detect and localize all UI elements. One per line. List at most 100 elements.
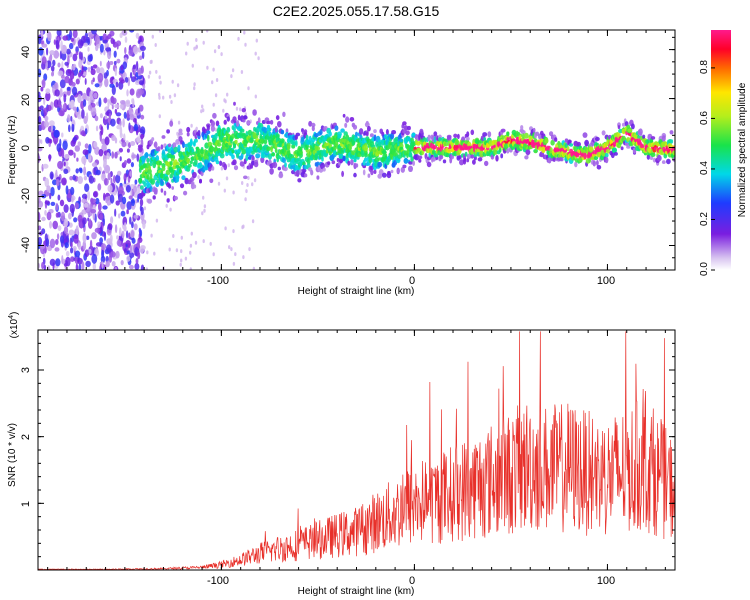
heatmap-cell	[177, 144, 181, 152]
heatmap-cell	[63, 154, 70, 159]
heatmap-cell	[239, 128, 245, 133]
heatmap-cell	[133, 45, 139, 55]
heatmap-cell	[62, 35, 69, 41]
heatmap-cell	[506, 131, 510, 137]
heatmap-cell	[168, 183, 172, 189]
heatmap-cell	[251, 150, 255, 155]
heatmap-cell	[71, 123, 75, 133]
heatmap-cell	[128, 122, 131, 131]
heatmap-cell	[251, 182, 254, 187]
heatmap-cell	[74, 202, 79, 210]
heatmap-cell	[408, 161, 413, 165]
heatmap-cell	[123, 173, 127, 182]
heatmap-cell	[81, 65, 84, 75]
heatmap-cell	[121, 141, 127, 148]
heatmap-cell	[178, 128, 183, 134]
heatmap-cell	[137, 251, 141, 260]
heatmap-cell	[365, 120, 369, 125]
heatmap-cell	[294, 140, 298, 147]
heatmap-cell	[72, 246, 77, 251]
heatmap-cell	[446, 148, 452, 154]
heatmap-cell	[86, 235, 90, 240]
heatmap-cell	[226, 116, 230, 122]
heatmap-cell	[122, 118, 125, 128]
heatmap-cell	[105, 111, 110, 116]
heatmap-cell	[83, 99, 87, 107]
snr-x-axis-label: Height of straight line (km)	[298, 586, 415, 597]
heatmap-cell	[179, 168, 182, 174]
heatmap-cell	[158, 95, 161, 100]
heatmap-cell	[100, 125, 104, 136]
heatmap-cell	[114, 67, 118, 77]
heatmap-cell	[99, 213, 103, 221]
heatmap-cell	[120, 100, 126, 105]
heatmap-cell	[140, 156, 146, 161]
heatmap-cell	[75, 263, 79, 270]
heatmap-cell	[302, 161, 306, 167]
heatmap-cell	[38, 236, 43, 246]
heatmap-cell	[138, 146, 143, 153]
heatmap-cell	[133, 214, 139, 219]
heatmap-cell	[139, 198, 144, 207]
heatmap-cell	[400, 166, 405, 173]
heatmap-cell	[223, 119, 227, 125]
snr-y-tick-label: 2	[20, 434, 32, 440]
heatmap-cell	[642, 134, 646, 139]
heatmap-cell	[183, 190, 188, 196]
heatmap-cell	[50, 65, 55, 72]
heatmap-cell	[418, 158, 422, 163]
heatmap-cell	[582, 132, 588, 138]
heatmap-cell	[454, 144, 460, 149]
heatmap-cell	[275, 115, 280, 121]
heatmap-cell	[362, 169, 366, 176]
heatmap-cell	[234, 252, 237, 257]
heatmap-cell	[534, 138, 538, 143]
heatmap-cell	[232, 159, 237, 166]
heatmap-cell	[248, 247, 251, 252]
heatmap-cell	[407, 125, 411, 131]
heatmap-cell	[88, 143, 92, 154]
heatmap-cell	[113, 60, 117, 66]
heatmap-cell	[181, 175, 186, 181]
heatmap-cell	[189, 243, 193, 248]
heatmap-cell	[194, 240, 198, 245]
heatmap-cell	[209, 178, 214, 184]
heatmap-cell	[161, 166, 166, 172]
heatmap-cell	[129, 72, 133, 79]
heatmap-cell	[103, 49, 106, 56]
heatmap-cell	[186, 151, 190, 158]
heatmap-cell	[44, 200, 50, 205]
heatmap-cell	[206, 30, 209, 33]
heatmap-cell	[129, 245, 133, 254]
heatmap-cell	[136, 153, 140, 162]
heatmap-cell	[222, 108, 225, 113]
heatmap-cell	[284, 162, 287, 168]
heatmap-cell	[249, 137, 254, 143]
heatmap-cell	[495, 155, 499, 162]
heatmap-cell	[120, 210, 126, 217]
heatmap-cell	[54, 247, 60, 252]
heatmap-cell	[166, 129, 171, 134]
heatmap-cell	[373, 134, 377, 142]
heatmap-cell	[139, 45, 146, 52]
heatmap-cell	[308, 135, 312, 142]
heatmap-cell	[78, 51, 82, 60]
heatmap-cell	[355, 131, 358, 137]
heatmap-cell	[40, 40, 45, 45]
heatmap-cell	[50, 201, 56, 206]
heatmap-cell	[169, 174, 173, 179]
heatmap-cell	[131, 154, 137, 159]
heatmap-cell	[350, 159, 354, 166]
heatmap-cell	[175, 248, 179, 253]
heatmap-cell	[158, 161, 162, 166]
heatmap-cell	[215, 160, 220, 165]
heatmap-cell	[378, 141, 382, 147]
heatmap-cell	[120, 260, 124, 266]
spectrogram-panel: -100 0 100 -40 -20 0 20 40 Height of str…	[7, 29, 676, 297]
spectrogram-y-tick-label: 20	[20, 94, 32, 106]
heatmap-cell	[223, 163, 228, 171]
heatmap-cell	[88, 248, 92, 254]
heatmap-cell	[38, 262, 41, 269]
heatmap-cell	[316, 175, 320, 180]
heatmap-cell	[179, 262, 182, 267]
